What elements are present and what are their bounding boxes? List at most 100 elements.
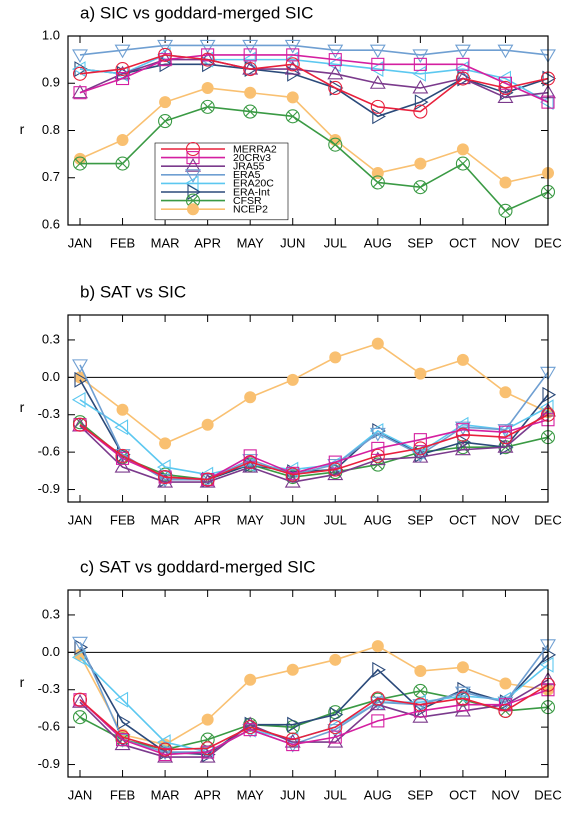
marker-shape bbox=[200, 52, 215, 67]
marker-shape bbox=[328, 730, 342, 744]
marker-shape bbox=[117, 158, 128, 169]
marker-shape bbox=[157, 39, 174, 54]
marker-shape bbox=[329, 351, 342, 364]
data-point bbox=[114, 44, 131, 59]
data-point bbox=[455, 156, 470, 171]
data-point bbox=[414, 665, 427, 678]
series-line bbox=[79, 58, 549, 99]
marker-shape bbox=[456, 353, 469, 366]
data-point bbox=[286, 91, 299, 104]
data-point bbox=[412, 449, 429, 463]
marker-shape bbox=[413, 180, 428, 195]
data-point bbox=[456, 143, 469, 156]
data-point bbox=[158, 53, 172, 67]
marker-shape bbox=[75, 712, 85, 723]
data-point bbox=[327, 459, 344, 473]
data-point bbox=[284, 734, 301, 748]
data-point bbox=[329, 653, 342, 666]
data-point bbox=[370, 448, 385, 463]
marker-shape bbox=[116, 403, 129, 416]
data-point bbox=[287, 716, 301, 733]
data-point bbox=[159, 96, 172, 109]
data-point bbox=[201, 48, 215, 62]
data-point bbox=[244, 86, 257, 99]
legend-marker bbox=[185, 158, 201, 172]
legend-label: ERA20C bbox=[233, 178, 274, 190]
data-point bbox=[329, 351, 342, 364]
marker-shape bbox=[73, 86, 87, 100]
y-tick-label: -0.6 bbox=[38, 444, 60, 459]
y-axis-label: r bbox=[20, 121, 25, 137]
marker-shape bbox=[242, 454, 259, 468]
x-tick-label: MAY bbox=[237, 787, 265, 802]
data-point bbox=[498, 203, 513, 218]
marker-shape bbox=[371, 167, 384, 180]
data-point bbox=[285, 467, 300, 482]
marker-shape bbox=[114, 419, 129, 436]
data-point bbox=[328, 80, 343, 96]
marker-shape bbox=[284, 60, 301, 75]
data-point bbox=[498, 425, 513, 439]
data-point bbox=[327, 734, 344, 748]
marker-shape bbox=[330, 139, 341, 150]
marker-shape bbox=[72, 710, 88, 725]
marker-shape bbox=[199, 39, 216, 54]
x-tick-label: JAN bbox=[68, 787, 93, 802]
marker-shape bbox=[199, 473, 216, 488]
data-point bbox=[369, 44, 386, 59]
data-point bbox=[115, 730, 130, 745]
marker-shape bbox=[499, 176, 512, 189]
marker-shape bbox=[200, 99, 215, 114]
series-line bbox=[79, 364, 549, 481]
marker-shape bbox=[286, 48, 300, 62]
data-point bbox=[114, 459, 131, 473]
marker-shape bbox=[115, 156, 130, 171]
data-point bbox=[158, 470, 173, 485]
y-tick-label: -0.9 bbox=[38, 481, 60, 496]
marker-shape bbox=[185, 169, 201, 183]
data-point bbox=[116, 133, 129, 146]
marker-shape bbox=[243, 48, 257, 62]
marker-shape bbox=[187, 184, 202, 200]
x-tick-label: NOV bbox=[491, 787, 520, 802]
marker-shape bbox=[115, 62, 130, 77]
marker-shape bbox=[542, 646, 557, 663]
data-point bbox=[497, 44, 514, 59]
marker-shape bbox=[160, 116, 171, 127]
marker-shape bbox=[414, 367, 427, 380]
series-line bbox=[79, 54, 549, 113]
marker-shape bbox=[158, 742, 173, 757]
marker-shape bbox=[158, 748, 172, 762]
x-tick-label: APR bbox=[194, 235, 221, 250]
marker-shape bbox=[329, 706, 344, 723]
marker-shape bbox=[158, 53, 172, 67]
marker-shape bbox=[456, 423, 470, 437]
marker-shape bbox=[244, 61, 259, 78]
data-point bbox=[242, 459, 259, 473]
data-point bbox=[499, 386, 512, 399]
marker-shape bbox=[412, 709, 429, 723]
data-point bbox=[413, 441, 428, 456]
series-line bbox=[79, 642, 549, 753]
data-point bbox=[454, 702, 471, 717]
marker-shape bbox=[542, 70, 557, 87]
marker-shape bbox=[243, 62, 258, 77]
marker-shape bbox=[329, 80, 344, 96]
marker-shape bbox=[371, 714, 385, 728]
y-tick-label: -0.3 bbox=[38, 406, 60, 421]
marker-shape bbox=[187, 203, 199, 216]
data-point bbox=[114, 736, 131, 751]
marker-shape bbox=[455, 71, 470, 86]
marker-shape bbox=[115, 730, 130, 745]
marker-shape bbox=[415, 182, 426, 193]
plot-frame bbox=[67, 35, 549, 226]
marker-shape bbox=[244, 86, 257, 99]
y-axis-label: r bbox=[20, 674, 25, 690]
data-point bbox=[159, 437, 172, 450]
marker-shape bbox=[115, 448, 130, 463]
marker-shape bbox=[243, 720, 258, 735]
data-point bbox=[371, 337, 384, 350]
x-tick-label: NOV bbox=[491, 235, 520, 250]
data-point bbox=[116, 403, 129, 416]
